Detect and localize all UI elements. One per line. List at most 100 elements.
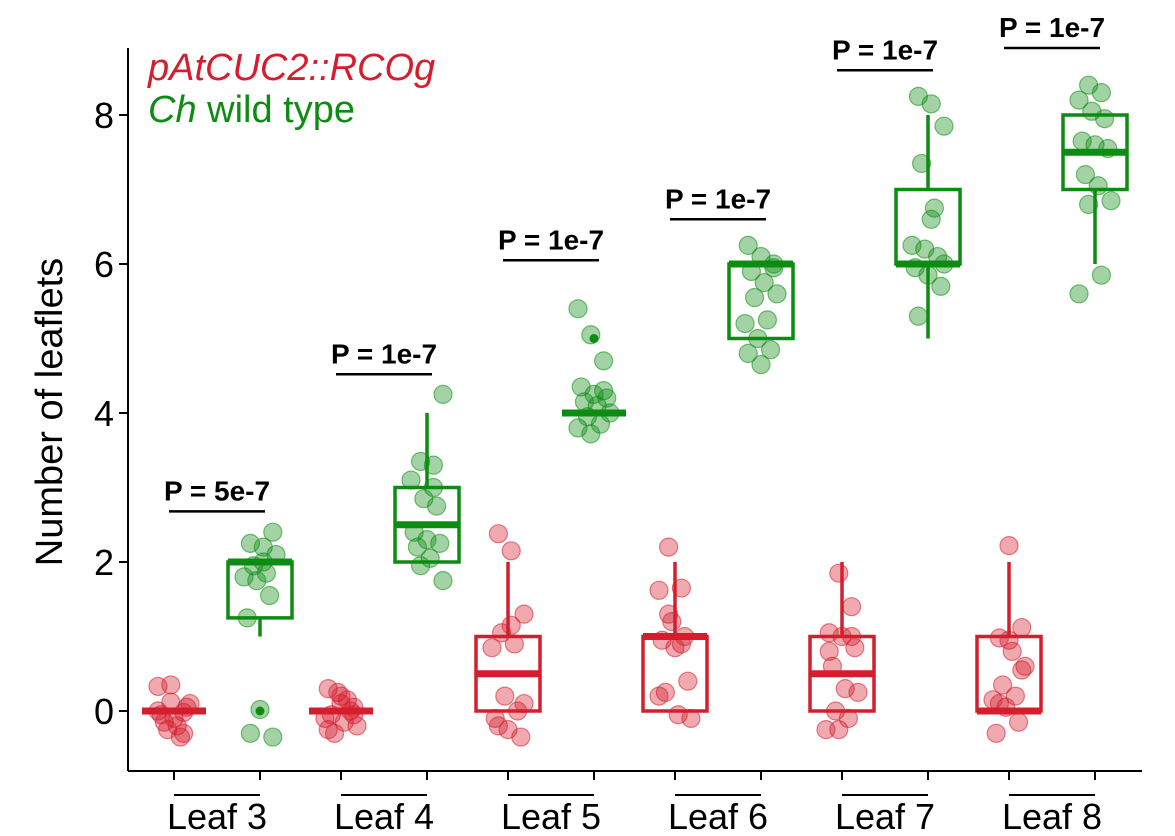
- data-point: [1002, 641, 1022, 662]
- data-point: [167, 716, 187, 736]
- data-point: [934, 116, 954, 136]
- data-point: [671, 578, 692, 598]
- data-point: [986, 723, 1006, 743]
- data-point: [170, 727, 190, 747]
- data-point: [568, 299, 588, 319]
- data-point: [738, 343, 758, 363]
- data-point: [1094, 109, 1115, 129]
- data-point: [1088, 176, 1108, 196]
- p-value-label: P = 1e-7: [832, 34, 938, 65]
- data-point: [430, 533, 450, 553]
- data-point: [751, 354, 771, 375]
- data-point: [407, 537, 427, 557]
- data-point: [678, 671, 698, 691]
- p-value-annotations: P = 5e-7 P = 1e-7 P = 1e-7 P = 1e-7 P = 1e-7…: [164, 12, 1105, 513]
- data-point: [848, 682, 868, 702]
- data-point: [767, 284, 787, 304]
- data-point: [263, 522, 283, 542]
- jitter-points: [148, 75, 1121, 747]
- data-point: [593, 381, 614, 401]
- data-point: [417, 530, 437, 550]
- data-point: [819, 641, 839, 662]
- data-point: [829, 720, 849, 740]
- data-point: [260, 585, 280, 606]
- data-point: [411, 556, 431, 576]
- data-point: [161, 675, 181, 695]
- outlier-point: [589, 334, 599, 343]
- x-tick-label: Leaf 7: [835, 796, 935, 836]
- data-point: [845, 638, 865, 658]
- legend-entry-rco: pAtCUC2::RCOg: [147, 47, 435, 89]
- outlier-point: [255, 706, 265, 716]
- p-value-label: P = 1e-7: [331, 338, 437, 369]
- data-point: [501, 615, 521, 635]
- data-point: [423, 455, 443, 475]
- data-point: [593, 351, 614, 371]
- data-point: [433, 571, 453, 591]
- data-point: [318, 720, 338, 740]
- data-point: [931, 276, 951, 296]
- data-point: [240, 723, 260, 743]
- data-point: [902, 235, 922, 255]
- data-point: [501, 541, 521, 561]
- data-point: [240, 533, 260, 553]
- boxplots: [142, 113, 1129, 716]
- data-point: [1091, 83, 1112, 103]
- data-point: [992, 675, 1013, 695]
- x-tick-label: Leaf 3: [167, 796, 267, 836]
- legend-entry-wt: Ch wild type: [148, 89, 355, 131]
- data-point: [433, 384, 453, 404]
- data-point: [234, 567, 254, 587]
- data-point: [649, 580, 669, 600]
- data-point: [921, 94, 941, 114]
- data-point: [411, 451, 431, 472]
- data-point: [658, 604, 679, 624]
- data-point: [263, 727, 283, 747]
- axes: 0 2 4 6 8 Leaf 3 Leaf 4 Leaf 5 Leaf 6 Leaf 7 Leaf …: [94, 48, 1142, 836]
- x-tick-label: Leaf 6: [668, 796, 768, 836]
- legend-entry-plain: wild type: [197, 89, 355, 131]
- data-point: [1101, 191, 1121, 211]
- data-point: [1091, 265, 1112, 285]
- data-point: [488, 716, 508, 736]
- data-point: [738, 235, 758, 255]
- data-point: [247, 571, 267, 591]
- data-point: [911, 153, 932, 174]
- y-tick-label: 8: [94, 95, 114, 136]
- x-tick-label: Leaf 5: [501, 796, 601, 836]
- p-value-label: P = 1e-7: [999, 12, 1105, 43]
- data-point: [1078, 194, 1099, 214]
- data-point: [735, 314, 755, 334]
- data-point: [511, 727, 531, 747]
- data-point: [1012, 660, 1032, 680]
- data-point: [1069, 90, 1089, 110]
- data-point: [584, 384, 604, 404]
- p-value-label: P = 5e-7: [164, 475, 270, 506]
- legend-entry-italic: Ch: [148, 89, 197, 131]
- y-tick-label: 6: [94, 244, 114, 285]
- data-point: [835, 679, 855, 699]
- data-point: [495, 686, 515, 706]
- data-point: [328, 682, 348, 702]
- data-point: [1008, 712, 1029, 732]
- data-point: [649, 686, 669, 706]
- data-point: [1005, 686, 1026, 706]
- data-point: [908, 306, 929, 326]
- data-point: [1015, 656, 1035, 676]
- data-point: [427, 496, 447, 516]
- data-point: [921, 209, 941, 229]
- x-tick-label: Leaf 8: [1002, 796, 1102, 836]
- p-value-label: P = 1e-7: [498, 224, 604, 255]
- data-point: [829, 563, 849, 583]
- data-point: [174, 723, 194, 743]
- y-tick-label: 2: [94, 542, 114, 583]
- data-point: [754, 273, 774, 293]
- y-tick-label: 0: [94, 691, 114, 732]
- data-point: [760, 340, 781, 360]
- data-point: [581, 424, 601, 444]
- data-point: [482, 638, 502, 658]
- data-point: [757, 310, 778, 330]
- data-point: [924, 198, 945, 218]
